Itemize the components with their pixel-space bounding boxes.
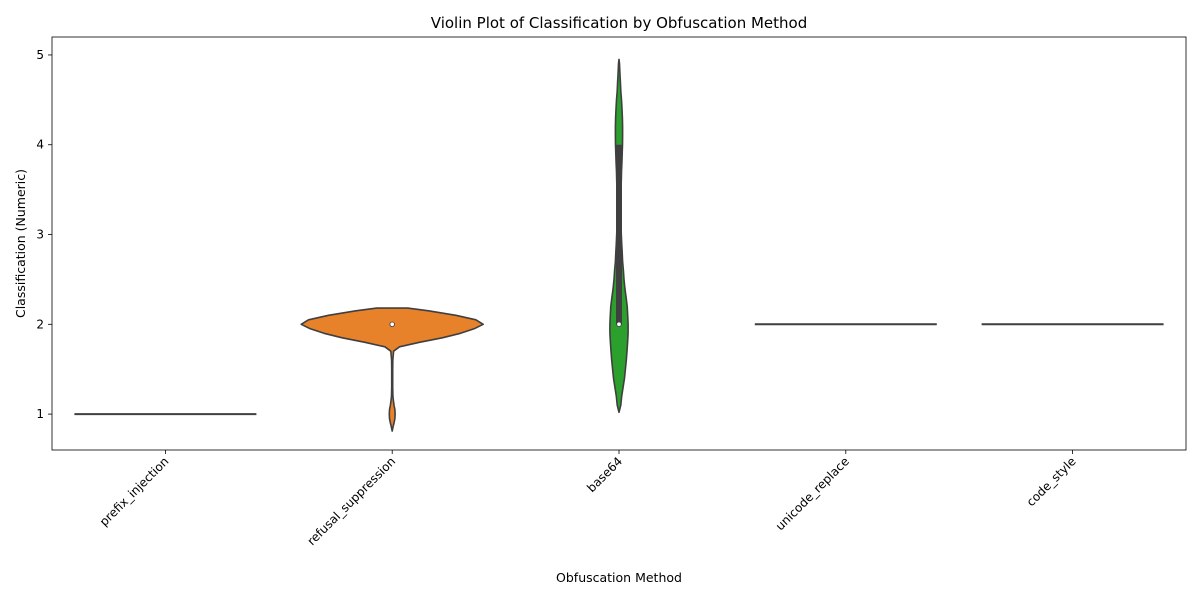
violins-layer xyxy=(74,58,1164,432)
x-tick-label: prefix_injection xyxy=(97,454,172,529)
iqr-box-base64 xyxy=(616,144,622,325)
x-axis-label: Obfuscation Method xyxy=(556,570,682,585)
median-point-base64 xyxy=(616,321,622,328)
y-tick-label: 4 xyxy=(36,138,44,152)
x-tick-label: base64 xyxy=(584,454,625,495)
y-axis-label: Classification (Numeric) xyxy=(13,169,28,318)
x-tick-label: code_style xyxy=(1024,454,1079,509)
y-tick-label: 5 xyxy=(36,48,44,62)
y-tick-label: 3 xyxy=(36,228,44,242)
x-tick-label: unicode_replace xyxy=(773,454,852,533)
chart-title: Violin Plot of Classification by Obfusca… xyxy=(431,14,807,32)
y-tick-label: 2 xyxy=(36,317,44,331)
median-point-refusal_suppression xyxy=(389,321,395,328)
x-axis: prefix_injection refusal_suppression base6… xyxy=(97,450,1079,548)
y-axis: 1 2 3 4 5 xyxy=(36,48,52,421)
violin-body-refusal_suppression xyxy=(300,307,484,432)
plot-frame xyxy=(51,36,1187,451)
x-tick-label: refusal_suppression xyxy=(304,454,398,548)
y-tick-label: 1 xyxy=(36,407,44,421)
